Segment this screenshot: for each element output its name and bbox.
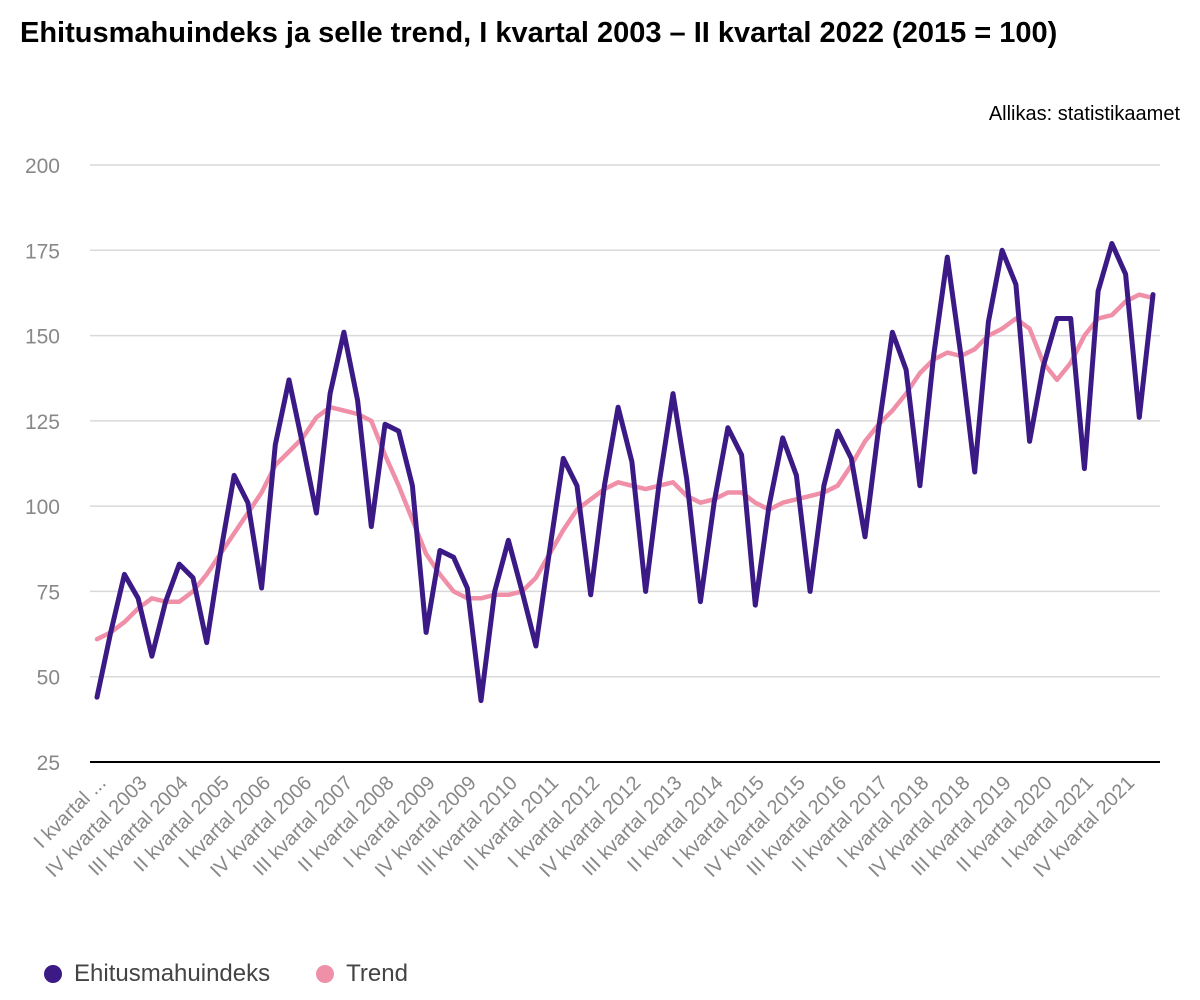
series-lines	[94, 241, 1156, 704]
legend-swatch-trend	[316, 965, 335, 983]
y-tick-label: 25	[37, 752, 60, 775]
legend-swatch-index	[44, 965, 62, 983]
y-tick-label: 50	[37, 667, 60, 690]
legend-item-trend[interactable]: Trend	[316, 960, 408, 988]
legend: Ehitusmahuindeks Trend	[44, 960, 408, 988]
y-tick-label: 100	[25, 496, 60, 519]
chart-title: Ehitusmahuindeks ja selle trend, I kvart…	[20, 17, 1058, 49]
y-tick-label: 125	[25, 411, 60, 434]
source-note: Allikas: statistikaamet	[988, 103, 1180, 125]
series-line-trend	[94, 292, 1156, 642]
y-tick-label: 200	[25, 155, 60, 178]
y-axis-ticks: 25 50 75 100 125 150 175 200	[25, 155, 60, 775]
y-tick-label: 75	[37, 581, 60, 604]
legend-label-trend: Trend	[346, 960, 408, 987]
legend-label-index: Ehitusmahuindeks	[74, 960, 271, 987]
gridlines	[90, 164, 1160, 678]
y-tick-label: 175	[25, 240, 60, 263]
legend-item-index[interactable]: Ehitusmahuindeks	[44, 960, 270, 988]
y-tick-label: 150	[25, 326, 60, 349]
series-line-ehitusmahuindeks	[94, 241, 1156, 704]
